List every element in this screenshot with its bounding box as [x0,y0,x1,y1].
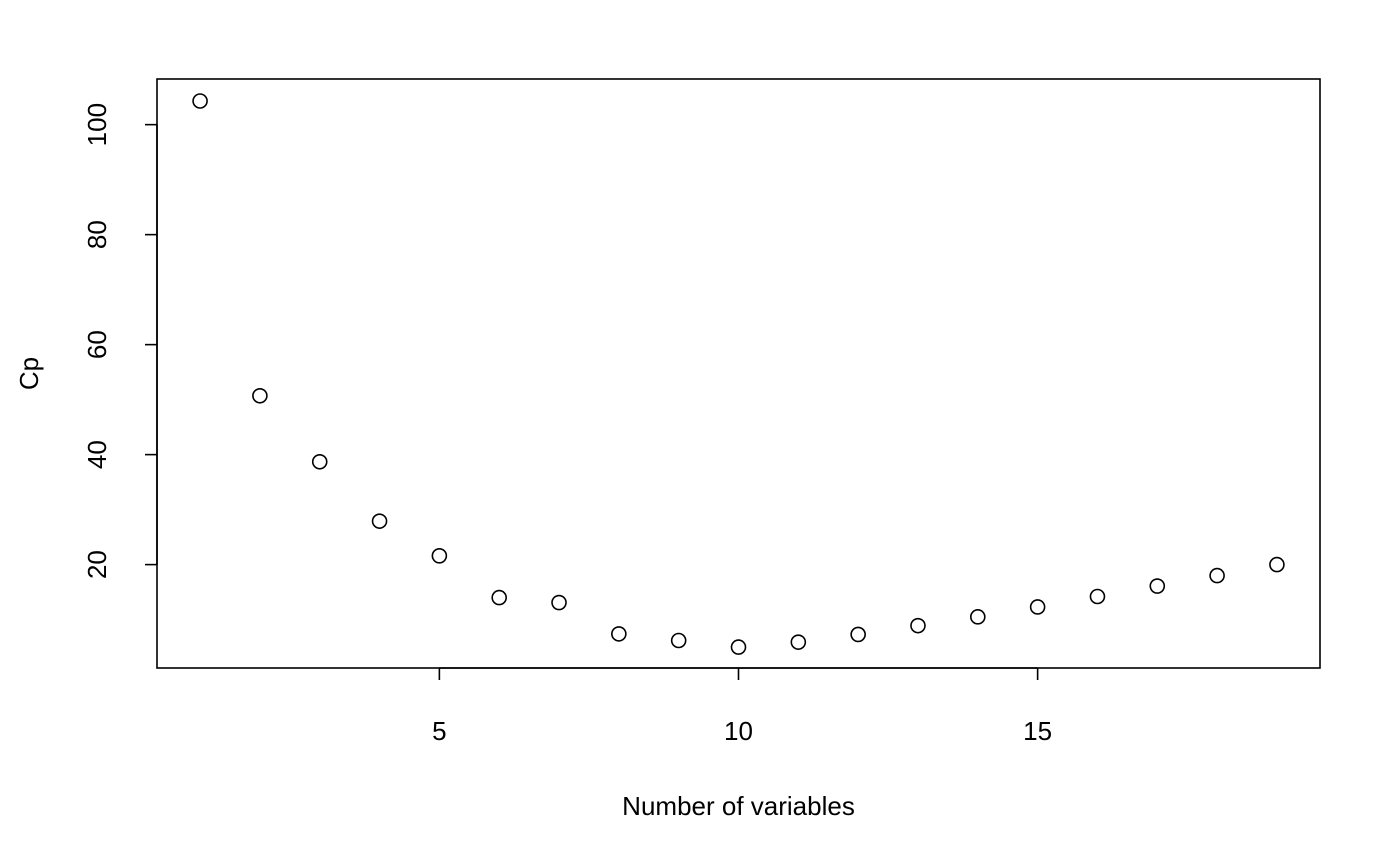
y-tick-label: 60 [82,330,112,359]
data-point [1029,599,1046,615]
y-tick-label: 100 [82,103,112,146]
data-point [491,589,507,606]
data-point [431,548,448,564]
y-tick-label: 20 [82,550,112,579]
data-point [910,617,926,634]
x-tick-label: 15 [1023,716,1052,746]
data-point [252,387,268,404]
data-point [790,634,807,650]
data-point [551,594,567,611]
data-point [730,639,747,655]
data-point [192,93,208,109]
x-axis-title: Number of variables [622,791,855,821]
data-point [371,513,388,529]
data-point [970,609,986,625]
data-point [311,453,328,470]
y-tick-label: 80 [82,220,112,249]
data-point [611,626,627,642]
x-tick-label: 10 [724,716,753,746]
data-point [670,632,687,649]
data-point [1089,588,1106,605]
data-point [850,626,866,643]
data-point [1209,567,1225,584]
data-point [1149,578,1166,594]
y-axis: 20 40 60 80 100 [82,103,158,579]
y-axis-title: Cp [14,357,44,390]
y-tick-label: 40 [82,440,112,469]
x-tick-label: 5 [432,716,446,746]
data-point [1269,556,1285,573]
x-axis: 5 10 15 [432,667,1052,746]
data-points [192,93,1285,655]
plot-frame [156,78,1321,669]
